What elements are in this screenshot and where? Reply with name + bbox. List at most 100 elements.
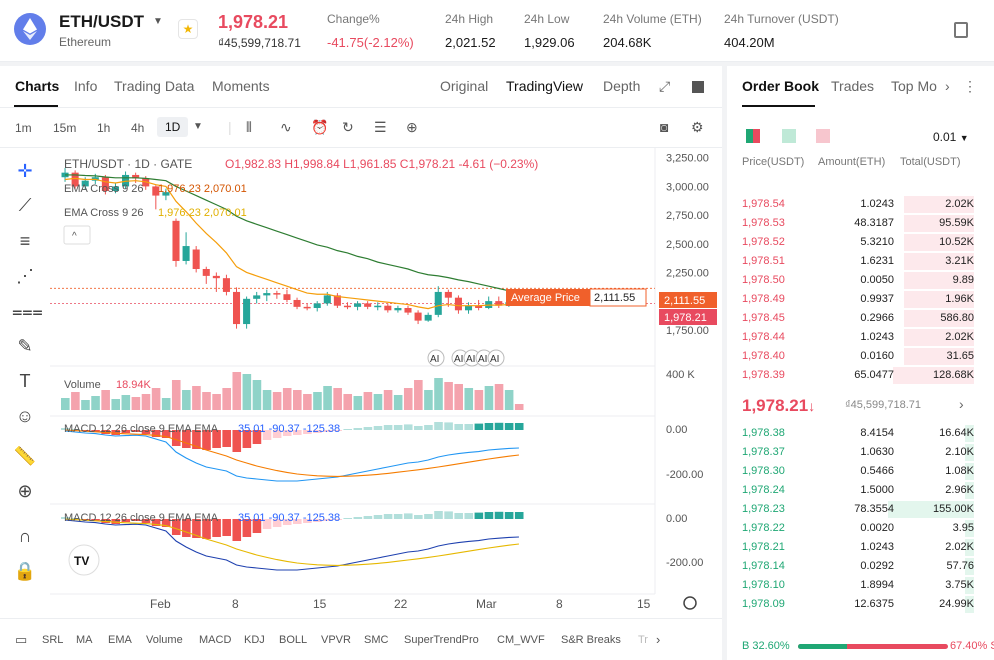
timeframe-1m[interactable]: 1m <box>15 121 32 135</box>
magnet-icon[interactable]: ∩ <box>18 526 32 546</box>
last-price-tag <box>659 309 717 325</box>
settings-gear-icon[interactable]: ⚙ <box>691 119 704 135</box>
bid-row[interactable]: 1,978.37 1.0630 2.10K <box>727 443 994 462</box>
indicator-kdj[interactable]: KDJ <box>244 634 265 646</box>
tab-moments[interactable]: Moments <box>212 78 270 94</box>
emoji-icon[interactable]: ☺ <box>15 406 35 426</box>
ask-row[interactable]: 1,978.52 5.3210 10.52K <box>727 233 994 252</box>
timeframe-1d[interactable]: 1D <box>157 117 189 137</box>
crosshair-icon[interactable]: ✛ <box>17 161 33 181</box>
chart-svg[interactable]: ETH/USDT · 1D · GATE O1,982.83 H1,998.84… <box>50 148 722 618</box>
ai-badge-icon[interactable] <box>487 349 505 367</box>
pair-name[interactable]: ETH/USDT <box>59 12 144 31</box>
zoom-in-icon[interactable]: ⊕ <box>17 481 33 501</box>
indicator-smc[interactable]: SMC <box>364 634 389 646</box>
brush-icon[interactable]: ✎ <box>17 336 33 356</box>
indicator-ema[interactable]: EMA <box>108 634 132 646</box>
indicator-tr[interactable]: Tr <box>638 634 648 646</box>
collapse-legend-button[interactable] <box>63 225 91 245</box>
indicator-cm-wvf[interactable]: CM_WVF <box>497 634 545 646</box>
replay-icon[interactable]: ↻ <box>342 119 354 135</box>
indicator-supertrendpro[interactable]: SuperTrendPro <box>404 634 479 646</box>
indicator-macd[interactable]: MACD <box>199 634 232 646</box>
macd-histogram-bar <box>111 430 121 435</box>
pattern-icon[interactable]: ⋰ <box>16 266 34 286</box>
bid-row[interactable]: 1,978.24 1.5000 2.96K <box>727 481 994 500</box>
ai-badge-icon[interactable] <box>427 349 445 367</box>
timeframe-4h[interactable]: 4h <box>131 121 145 135</box>
tab-order-book[interactable]: Order Book <box>742 78 820 94</box>
chevron-right-icon[interactable]: › <box>656 632 661 647</box>
ask-row[interactable]: 1,978.40 0.0160 31.65 <box>727 347 994 366</box>
indicators-icon[interactable]: ∿ <box>280 119 292 135</box>
indicator-sr-breaks[interactable]: S&R Breaks <box>561 634 621 646</box>
candle-type-icon[interactable]: ⫴ <box>246 119 252 135</box>
timeframe-1h[interactable]: 1h <box>97 121 111 135</box>
bid-row[interactable]: 1,978.09 12.6375 24.99K <box>727 595 994 614</box>
bid-row[interactable]: 1,978.30 0.5466 1.08K <box>727 462 994 481</box>
precision-select[interactable]: 0.01 ▼ <box>933 130 969 144</box>
price-chart[interactable]: ETH/USDT · 1D · GATE O1,982.83 H1,998.84… <box>50 148 722 618</box>
indicator-srl[interactable]: SRL <box>42 634 64 646</box>
ask-row[interactable]: 1,978.49 0.9937 1.96K <box>727 290 994 309</box>
fib-icon[interactable]: ⩶ <box>12 301 43 321</box>
time-axis[interactable]: Feb 8 15 22 Mar 8 15 <box>150 597 651 611</box>
horizontal-lines-icon[interactable]: ≡ <box>19 231 31 251</box>
tab-trades[interactable]: Trades <box>831 78 875 94</box>
indicator-volume[interactable]: Volume <box>146 634 183 646</box>
tab-charts[interactable]: Charts <box>15 78 60 94</box>
view-bids-icon[interactable] <box>782 129 796 143</box>
chart-settings-icon[interactable] <box>683 596 697 610</box>
view-both-icon[interactable] <box>746 129 760 143</box>
chevron-up-icon[interactable]: ^ <box>72 231 77 242</box>
ask-row[interactable]: 1,978.45 0.2966 586.80 <box>727 309 994 328</box>
fullscreen-icon[interactable] <box>692 81 704 93</box>
document-icon[interactable] <box>954 22 968 38</box>
macd-histogram-bar <box>131 519 141 521</box>
bid-row[interactable]: 1,978.22 0.0020 3.95 <box>727 519 994 538</box>
ask-amount: 65.0477 <box>854 369 894 381</box>
view-depth[interactable]: Depth <box>603 78 641 94</box>
camera-icon[interactable]: ◙ <box>660 119 669 135</box>
text-icon[interactable]: T <box>19 371 31 391</box>
chevron-right-icon[interactable]: › <box>945 78 950 94</box>
chevron-down-icon[interactable]: ▼ <box>153 16 163 27</box>
indicator-boll[interactable]: BOLL <box>279 634 308 646</box>
time-tick: 15 <box>313 597 327 611</box>
ask-row[interactable]: 1,978.44 1.0243 2.02K <box>727 328 994 347</box>
timeframe-15m[interactable]: 15m <box>53 121 77 135</box>
view-asks-icon[interactable] <box>816 129 830 143</box>
add-icon[interactable]: ⊕ <box>406 119 418 135</box>
alert-icon[interactable]: ⏰ <box>311 119 329 135</box>
bid-row[interactable]: 1,978.14 0.0292 57.76 <box>727 557 994 576</box>
expand-icon[interactable]: ⤢ <box>659 78 671 94</box>
ruler-icon[interactable]: 📏 <box>13 446 37 466</box>
macd-histogram-bar <box>171 430 181 446</box>
view-original[interactable]: Original <box>440 78 489 94</box>
more-vertical-icon[interactable]: ⋮ <box>963 78 977 94</box>
timeframe-dropdown-icon[interactable]: ▼ <box>193 121 203 132</box>
tab-trading-data[interactable]: Trading Data <box>114 78 195 94</box>
macd-histogram-bar <box>141 430 151 434</box>
bid-row[interactable]: 1,978.21 1.0243 2.02K <box>727 538 994 557</box>
ask-row[interactable]: 1,978.54 1.0243 2.02K <box>727 195 994 214</box>
indicator-ma[interactable]: MA <box>76 634 93 646</box>
ask-row[interactable]: 1,978.51 1.6231 3.21K <box>727 252 994 271</box>
tab-info[interactable]: Info <box>74 78 98 94</box>
template-icon[interactable]: ☰ <box>374 119 387 135</box>
ask-row[interactable]: 1,978.53 48.3187 95.59K <box>727 214 994 233</box>
view-tradingview[interactable]: TradingView <box>506 78 584 94</box>
favorite-star-icon[interactable]: ★ <box>178 19 198 39</box>
indicator-toggle-icon[interactable]: ▭ <box>15 632 28 647</box>
bid-row[interactable]: 1,978.23 78.3554 155.00K <box>727 500 994 519</box>
ask-row[interactable]: 1,978.39 65.0477 128.68K <box>727 366 994 385</box>
bid-row[interactable]: 1,978.38 8.4154 16.64K <box>727 424 994 443</box>
lock-icon[interactable]: 🔒 <box>13 561 37 581</box>
chevron-right-icon[interactable]: › <box>959 396 964 412</box>
tradingview-logo-icon[interactable] <box>68 544 100 576</box>
ask-row[interactable]: 1,978.50 0.0050 9.89 <box>727 271 994 290</box>
trendline-icon[interactable]: ⟋ <box>18 195 32 215</box>
tab-top-movers[interactable]: Top Mo <box>891 78 937 94</box>
indicator-vpvr[interactable]: VPVR <box>321 634 351 646</box>
bid-row[interactable]: 1,978.10 1.8994 3.75K <box>727 576 994 595</box>
